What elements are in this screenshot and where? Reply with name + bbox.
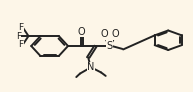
Text: N: N	[87, 62, 95, 72]
Text: F: F	[19, 40, 24, 49]
Text: F: F	[16, 32, 21, 41]
Text: S: S	[106, 41, 113, 51]
Text: F: F	[19, 23, 24, 32]
Text: O: O	[78, 27, 86, 37]
Text: O: O	[100, 29, 108, 39]
Text: O: O	[112, 29, 120, 39]
